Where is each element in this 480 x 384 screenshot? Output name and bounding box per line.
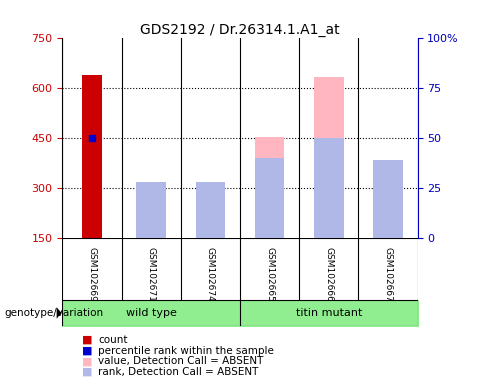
Text: GSM102674: GSM102674 [206,247,215,302]
Text: GDS2192 / Dr.26314.1.A1_at: GDS2192 / Dr.26314.1.A1_at [140,23,340,37]
Text: ■: ■ [82,346,92,356]
Bar [314,138,344,238]
Text: GSM102665: GSM102665 [265,247,274,302]
Bar [255,137,284,238]
Bar [314,77,344,238]
Bar [196,200,225,238]
Bar [196,182,225,238]
Bar [373,178,403,238]
Text: percentile rank within the sample: percentile rank within the sample [98,346,274,356]
Bar [255,158,284,238]
Text: wild type: wild type [126,308,177,318]
Bar [373,160,403,238]
Text: ■: ■ [82,367,92,377]
Text: GSM102671: GSM102671 [147,247,156,302]
Bar [82,75,102,238]
Text: ■: ■ [82,356,92,366]
Text: genotype/variation: genotype/variation [5,308,104,318]
Text: ■: ■ [82,335,92,345]
Bar [136,182,166,238]
Text: GSM102667: GSM102667 [384,247,393,302]
Text: value, Detection Call = ABSENT: value, Detection Call = ABSENT [98,356,264,366]
Text: rank, Detection Call = ABSENT: rank, Detection Call = ABSENT [98,367,259,377]
Text: count: count [98,335,128,345]
Bar [136,198,166,238]
Text: GSM102669: GSM102669 [87,247,96,302]
Text: GSM102666: GSM102666 [324,247,333,302]
Text: titin mutant: titin mutant [296,308,362,318]
